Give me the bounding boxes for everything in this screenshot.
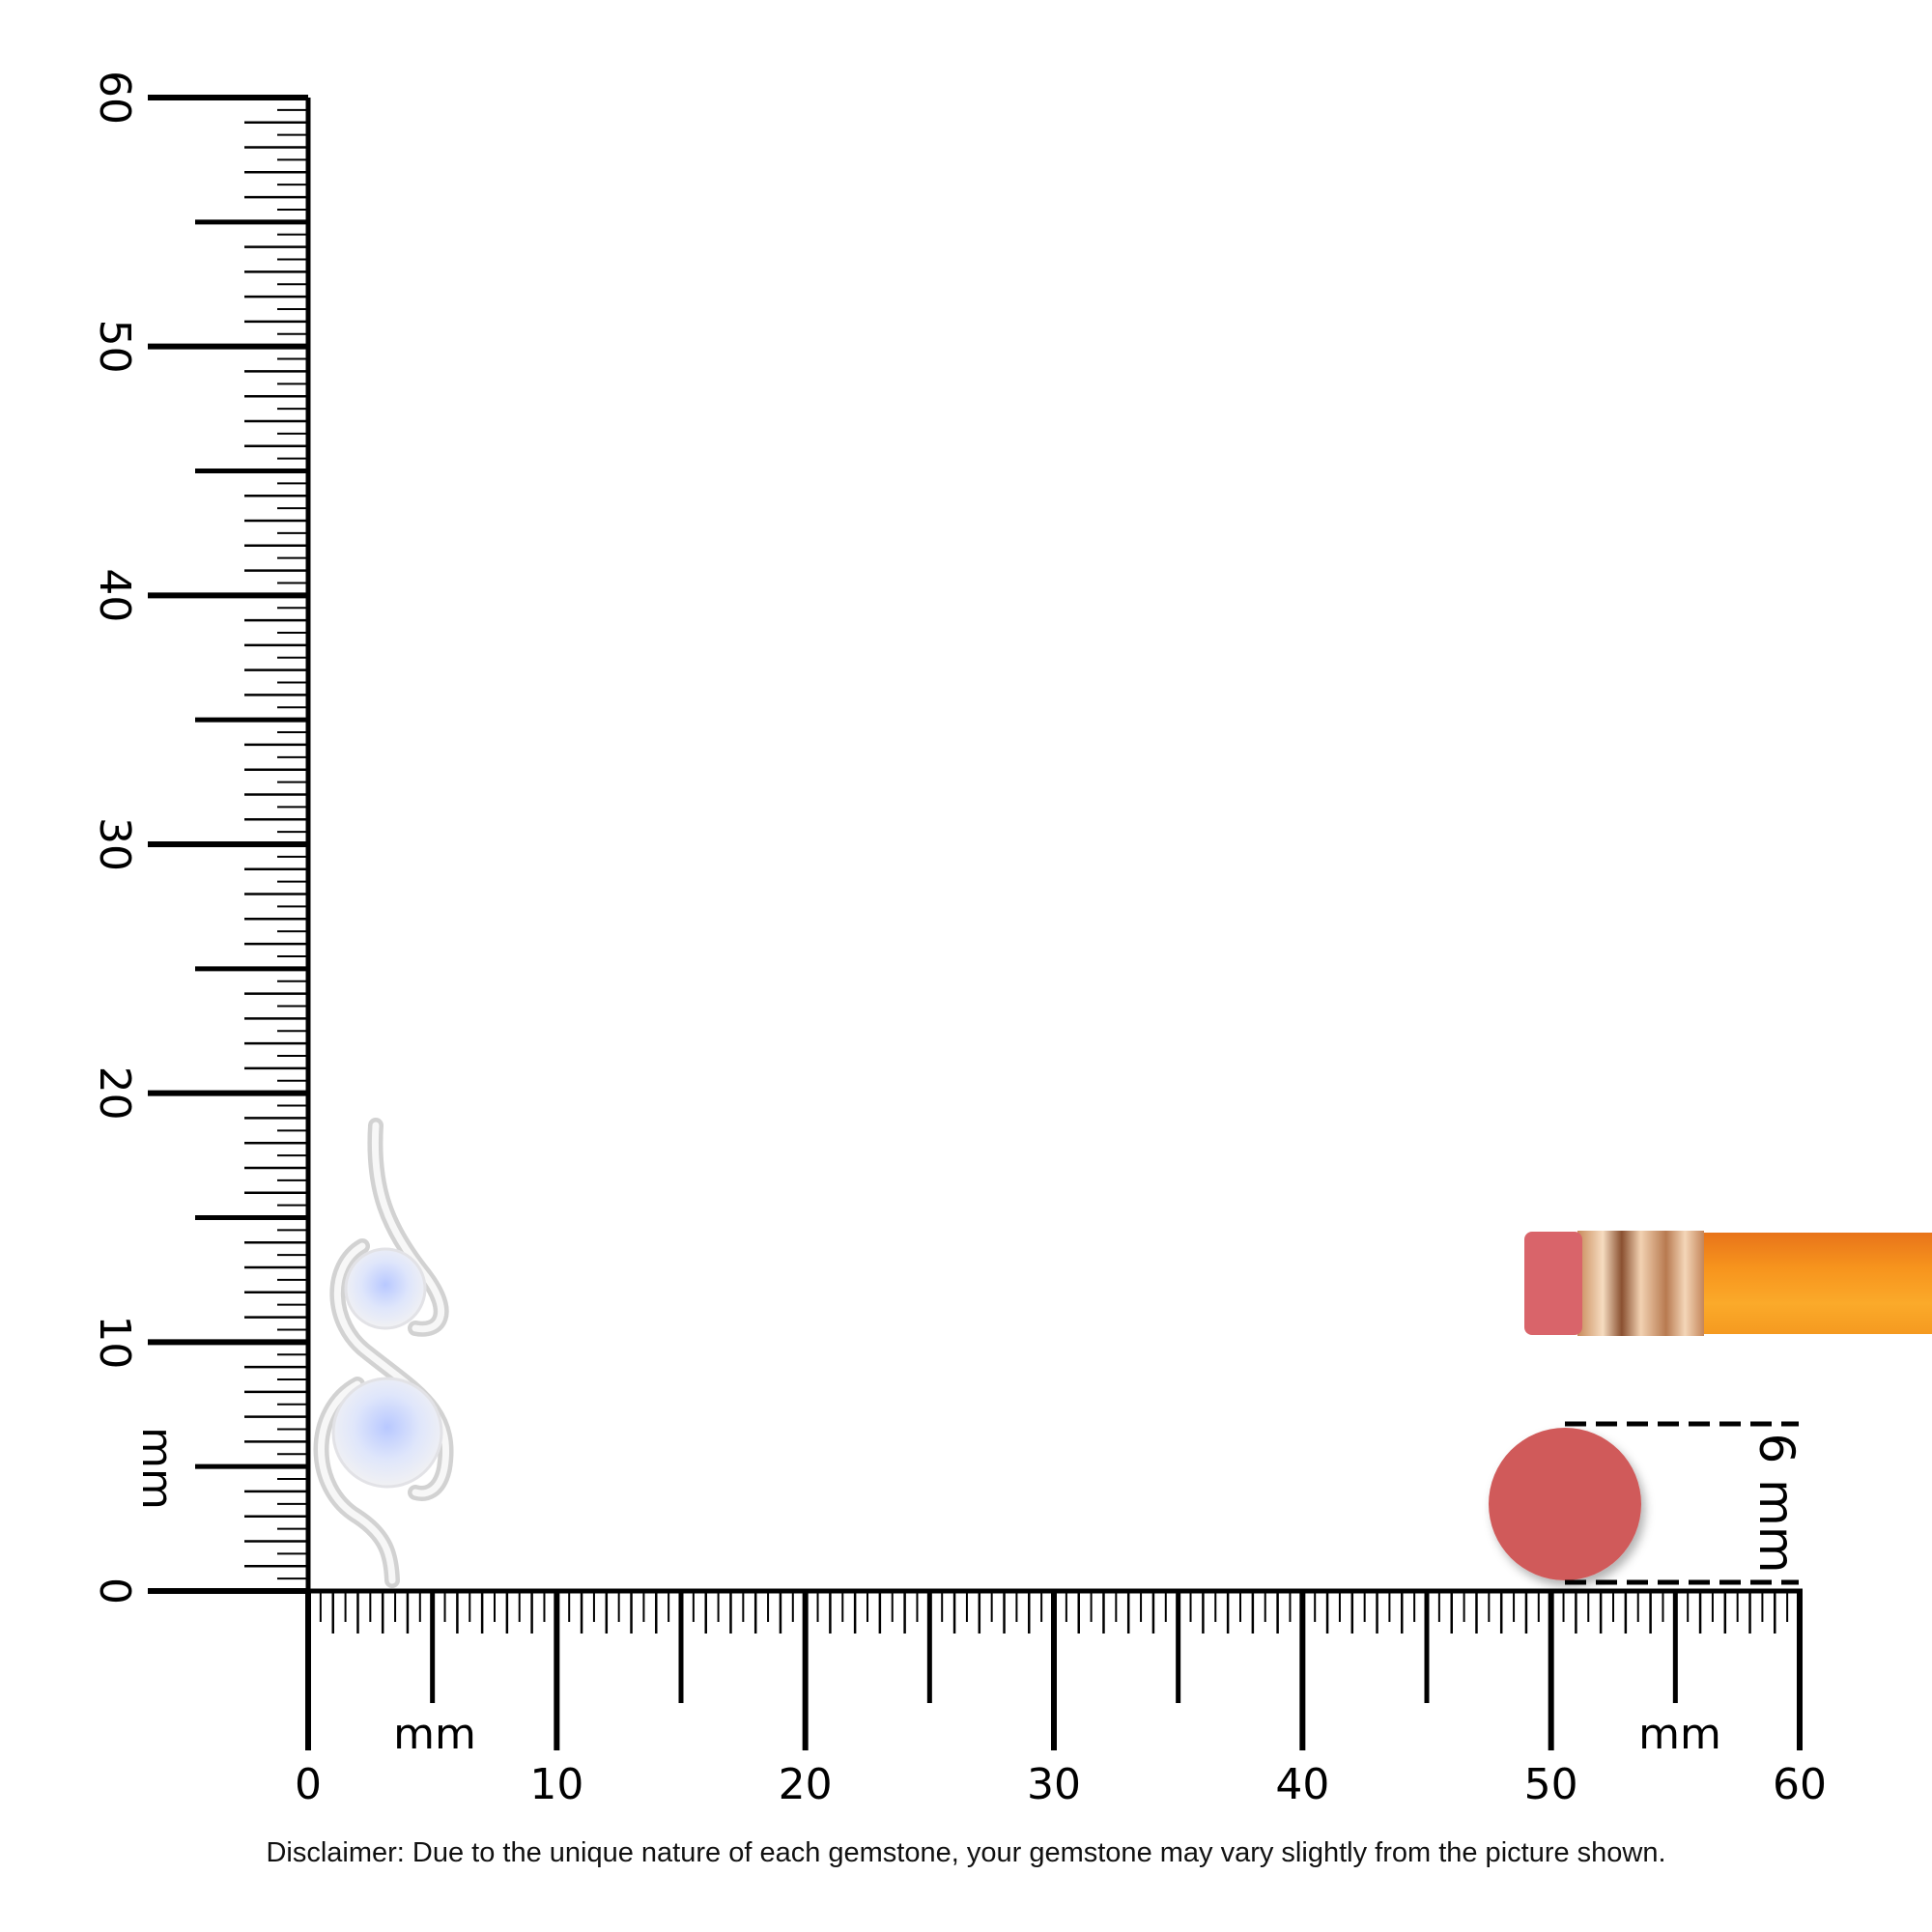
vertical-unit-label: mm [132, 1427, 182, 1510]
small-gemstone [344, 1247, 427, 1330]
horizontal-unit-label-left: mm [393, 1710, 476, 1759]
eraser-size-label: 6 mm [1748, 1433, 1804, 1573]
vertical-ruler: 0 10 20 30 40 50 60 [90, 71, 311, 1605]
vertical-tick-label: 20 [90, 1066, 139, 1121]
horizontal-tick-label: 0 [295, 1760, 322, 1809]
horizontal-unit-label-right: mm [1638, 1710, 1721, 1759]
horizontal-tick-label: 30 [1027, 1760, 1081, 1809]
vertical-tick-label: 30 [90, 817, 139, 871]
eraser-reference-circle [1489, 1428, 1641, 1580]
large-gemstone [331, 1377, 443, 1489]
horizontal-tick-label: 20 [779, 1760, 833, 1809]
pencil-image [1524, 1231, 1932, 1336]
horizontal-ruler: 0 10 20 30 40 50 60 [295, 1588, 1827, 1809]
vertical-tick-label: 10 [90, 1315, 139, 1369]
vertical-tick-label: 0 [90, 1577, 139, 1605]
horizontal-tick-label: 50 [1524, 1760, 1578, 1809]
disclaimer-text: Disclaimer: Due to the unique nature of … [266, 1837, 1666, 1868]
horizontal-tick-label: 10 [529, 1760, 583, 1809]
pendant-image [313, 1118, 454, 1588]
horizontal-tick-label: 40 [1275, 1760, 1329, 1809]
vertical-tick-label: 60 [90, 71, 139, 125]
horizontal-tick-label: 60 [1773, 1760, 1827, 1809]
vertical-tick-label: 40 [90, 568, 139, 622]
vertical-tick-label: 50 [90, 320, 139, 374]
